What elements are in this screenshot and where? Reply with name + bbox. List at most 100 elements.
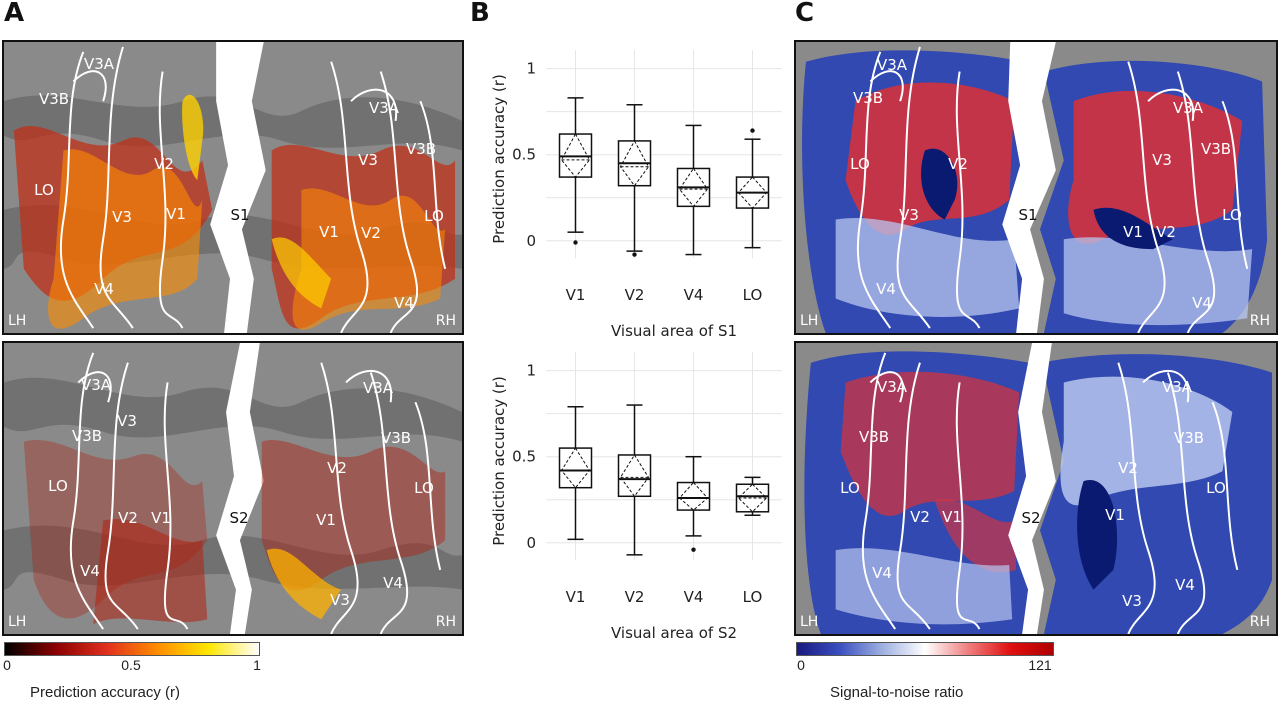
x-tick-label: V1: [566, 588, 586, 606]
boxplot-s1: 0 0.5 1 Prediction accuracy (r) V1 V2 V4 LO Visu…: [476, 38, 790, 340]
x-axis-label: Visual area of S2: [611, 624, 737, 642]
subject-label-s2: S2: [1021, 509, 1041, 527]
roi-label-lo-rh: LO: [1206, 479, 1226, 497]
roi-label-v3a-rh: V3A: [1161, 378, 1193, 396]
hemisphere-label-lh: LH: [8, 313, 27, 329]
roi-label-v2-rh: V2: [1118, 459, 1138, 477]
roi-label-v3a-rh: V3A: [368, 99, 400, 117]
roi-label-v3b-rh: V3B: [405, 140, 437, 158]
outlier-point: [750, 128, 755, 133]
roi-label-v3a-rh: V3A: [362, 379, 394, 397]
outlier-point: [632, 252, 637, 257]
roi-label-v3-lh: V3: [112, 208, 132, 226]
y-tick-label: 0: [526, 232, 536, 250]
roi-label-v2-lh: V2: [948, 155, 968, 173]
roi-label-v2-rh: V2: [361, 224, 381, 242]
roi-label-v3-rh: V3: [358, 151, 378, 169]
panel-letter-a: A: [4, 0, 25, 28]
snr-colorbar-title: Signal-to-noise ratio: [830, 684, 964, 701]
accuracy-colorbar-tick-0-5: 0.5: [121, 657, 141, 673]
box-mean-diamond: [737, 483, 768, 513]
roi-label-lo-lh: LO: [48, 477, 68, 495]
y-tick-label: 1: [526, 362, 536, 380]
x-tick-label: V2: [625, 286, 645, 304]
roi-label-v3a-lh: V3A: [876, 56, 908, 74]
roi-label-lo-rh: LO: [414, 479, 434, 497]
roi-label-v2-lh: V2: [118, 509, 138, 527]
box-mean-diamond: [737, 176, 768, 209]
box-mean-diamond: [560, 132, 591, 178]
x-axis-label: Visual area of S1: [611, 322, 737, 338]
boxplot-s2: 0 0.5 1 Prediction accuracy (r) V1 V2 V4 LO Visu…: [476, 340, 790, 645]
roi-label-v2-rh: V2: [327, 459, 347, 477]
y-tick-label: 0: [526, 534, 536, 552]
roi-label-v3b-lh: V3B: [71, 427, 103, 445]
roi-label-v1-rh: V1: [319, 223, 339, 241]
x-tick-label: LO: [743, 588, 763, 606]
roi-label-v1-rh: V1: [316, 511, 336, 529]
box-iqr: [617, 454, 652, 498]
y-tick-label: 1: [526, 60, 536, 78]
subject-label-s2: S2: [229, 509, 249, 527]
roi-label-v3b-rh: V3B: [1200, 140, 1232, 158]
box-iqr: [735, 483, 770, 513]
hemisphere-label-lh: LH: [800, 614, 819, 630]
subject-label-s1: S1: [1018, 206, 1038, 224]
roi-label-v3a-lh: V3A: [876, 378, 908, 396]
roi-label-v3a-rh: V3A: [1172, 99, 1204, 117]
roi-label-v3-rh: V3: [1152, 151, 1172, 169]
snr-map-background: [796, 343, 1276, 634]
roi-label-v4-lh: V4: [876, 280, 896, 298]
box-mean-diamond: [560, 447, 591, 489]
y-tick-label: 0.5: [512, 146, 536, 164]
accuracy-flatmap-s1: V3A V3B LO V2 V3 V1 V4 S1 V3A V3 V3B V1 …: [2, 40, 464, 335]
roi-label-v4-rh: V4: [1175, 576, 1195, 594]
outlier-point: [691, 547, 696, 552]
snr-colorbar-tick-121: 121: [1028, 657, 1052, 673]
roi-label-v2-rh: V2: [1156, 223, 1176, 241]
accuracy-colorbar-tick-1: 1: [253, 657, 261, 673]
snr-flatmap-s1: V3A V3B LO V2 V3 V4 S1 V3A V3 V3B V1 V2 …: [794, 40, 1278, 335]
accuracy-colorbar-tick-0: 0: [3, 657, 11, 673]
roi-label-v4-lh: V4: [80, 562, 100, 580]
y-axis-label: Prediction accuracy (r): [490, 376, 508, 546]
roi-label-lo-lh: LO: [850, 155, 870, 173]
roi-label-v3a-lh: V3A: [80, 376, 112, 394]
flatmap-background: [4, 343, 462, 634]
box-mean-diamond: [619, 139, 650, 187]
roi-label-v4-rh: V4: [394, 294, 414, 312]
roi-label-v3-rh: V3: [1122, 592, 1142, 610]
box-mean-diamond: [619, 454, 650, 498]
boxplot-s1-svg: 0 0.5 1 Prediction accuracy (r) V1 V2 V4 LO Visu…: [490, 50, 782, 340]
snr-flatmap-s2: V3A V3B LO V2 V1 V4 S2 V3A V3B V2 LO V1 …: [794, 341, 1278, 636]
y-axis-label: Prediction accuracy (r): [490, 74, 508, 244]
snr-colorbar: [796, 642, 1054, 656]
hemisphere-label-rh: RH: [1249, 313, 1270, 329]
panel-letter-c: C: [795, 0, 815, 28]
roi-label-v3b-lh: V3B: [858, 428, 890, 446]
outlier-point: [573, 240, 578, 245]
roi-label-lo-rh: LO: [424, 207, 444, 225]
roi-label-v2-lh: V2: [154, 155, 174, 173]
box-iqr: [676, 481, 711, 511]
roi-label-v3b-rh: V3B: [1173, 429, 1205, 447]
hemisphere-label-lh: LH: [800, 313, 819, 329]
roi-label-lo-lh: LO: [840, 479, 860, 497]
roi-label-v4-rh: V4: [383, 574, 403, 592]
hemisphere-label-rh: RH: [1249, 614, 1270, 630]
snr-colorbar-tick-0: 0: [797, 657, 805, 673]
x-tick-label: V2: [625, 588, 645, 606]
roi-label-v1-lh: V1: [166, 205, 186, 223]
panel-letter-b: B: [470, 0, 490, 28]
roi-label-v1-lh: V1: [151, 509, 171, 527]
accuracy-colorbar: [4, 642, 260, 656]
roi-label-v4-lh: V4: [872, 564, 892, 582]
box-iqr: [558, 447, 593, 489]
x-tick-label: LO: [743, 286, 763, 304]
accuracy-flatmap-s2: V3A V3 V3B LO V2 V1 V4 S2 V3A V3B V2 LO …: [2, 341, 464, 636]
roi-label-lo-rh: LO: [1222, 206, 1242, 224]
roi-label-v1-lh: V1: [942, 508, 962, 526]
hemisphere-label-rh: RH: [435, 614, 456, 630]
box-mean-diamond: [678, 167, 709, 208]
roi-label-v4-rh: V4: [1192, 294, 1212, 312]
